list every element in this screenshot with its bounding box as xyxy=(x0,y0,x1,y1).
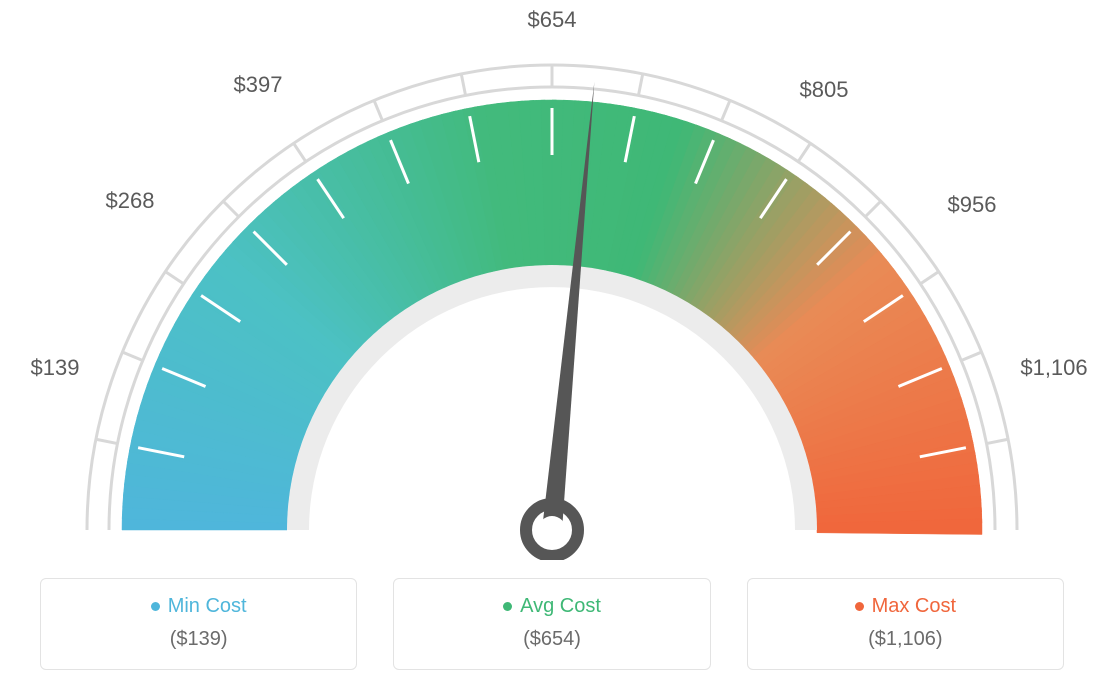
legend-value: ($139) xyxy=(51,628,346,651)
gauge-tick-label: $805 xyxy=(800,77,849,103)
legend-value: ($654) xyxy=(404,628,699,651)
needle-hub-inner xyxy=(538,516,566,544)
legend-card: Avg Cost ($654) xyxy=(393,578,710,670)
legend-row: Min Cost ($139) Avg Cost ($654) Max Cost ($1,… xyxy=(0,578,1104,670)
legend-card: Max Cost ($1,106) xyxy=(747,578,1064,670)
legend-card: Min Cost ($139) xyxy=(40,578,357,670)
legend-dot-icon xyxy=(503,602,512,611)
gauge-tick-label: $139 xyxy=(31,355,80,381)
gauge-tick-label: $397 xyxy=(234,72,283,98)
legend-title: Min Cost xyxy=(151,595,247,618)
gauge-container: $139 $268 $397 $654 $805 $956 $1,106 xyxy=(0,0,1104,560)
legend-label: Min Cost xyxy=(168,595,247,618)
legend-value: ($1,106) xyxy=(758,628,1053,651)
legend-label: Max Cost xyxy=(872,595,956,618)
gauge-tick-label: $1,106 xyxy=(1020,355,1087,381)
gauge-svg xyxy=(0,0,1104,560)
gauge-tick-label: $956 xyxy=(948,192,997,218)
gauge-tick-label: $268 xyxy=(106,188,155,214)
legend-label: Avg Cost xyxy=(520,595,601,618)
gauge-tick-label: $654 xyxy=(528,7,577,33)
legend-title: Avg Cost xyxy=(503,595,601,618)
legend-dot-icon xyxy=(151,602,160,611)
legend-title: Max Cost xyxy=(855,595,956,618)
legend-dot-icon xyxy=(855,602,864,611)
